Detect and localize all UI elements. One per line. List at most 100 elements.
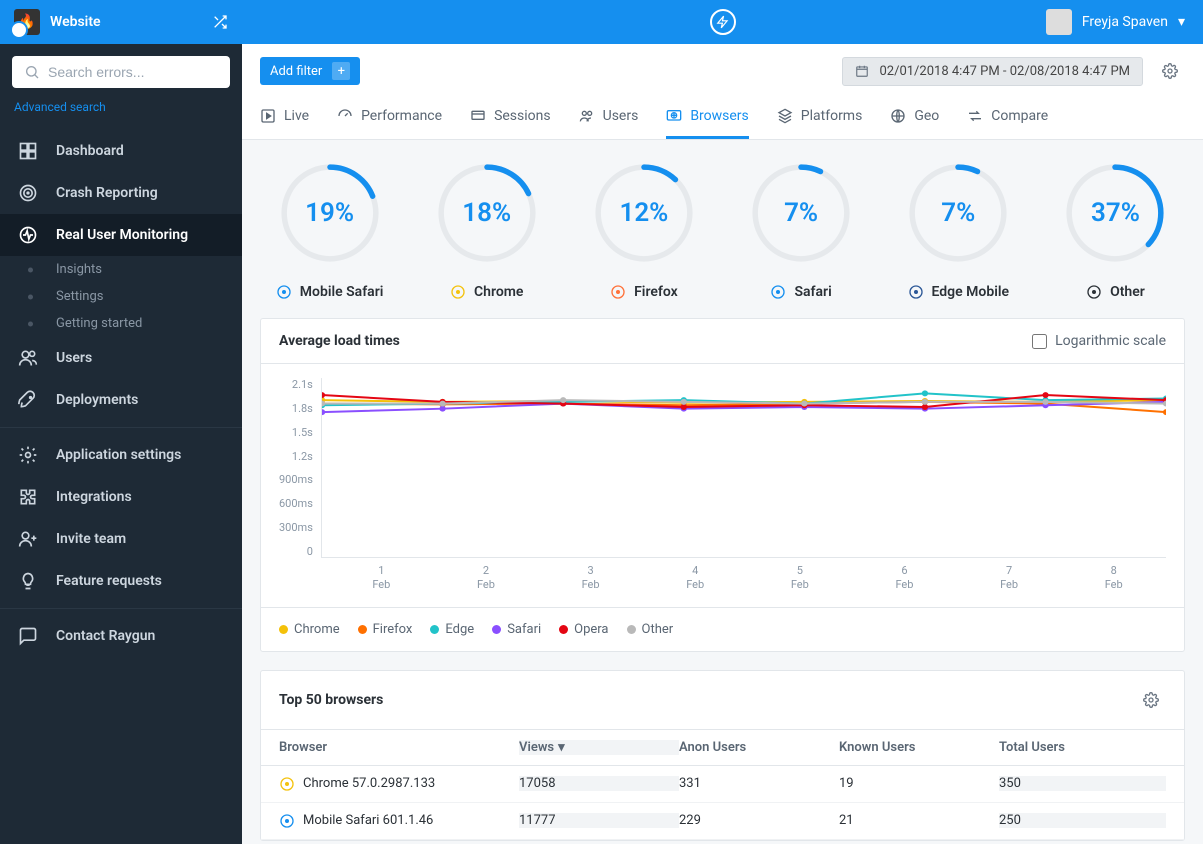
- cell-browser: Chrome 57.0.2987.133: [279, 776, 519, 792]
- sidebar-item-dashboard[interactable]: Dashboard: [0, 130, 242, 172]
- donut-label: Mobile Safari: [276, 284, 384, 300]
- date-range-picker[interactable]: 02/01/2018 4:47 PM - 02/08/2018 4:47 PM: [842, 57, 1143, 86]
- sidebar-item-integrations[interactable]: Integrations: [0, 476, 242, 518]
- plus-icon: +: [332, 62, 350, 80]
- search-input[interactable]: [48, 64, 229, 80]
- sidebar-item-label: Crash Reporting: [56, 185, 158, 201]
- sidebar-subitem-insights[interactable]: Insights: [0, 256, 242, 283]
- sidebar-item-application-settings[interactable]: Application settings: [0, 434, 242, 476]
- toolbar: Add filter + 02/01/2018 4:47 PM - 02/08/…: [242, 44, 1203, 140]
- table-col-browser[interactable]: Browser: [279, 740, 519, 755]
- sidebar-item-label: Contact Raygun: [56, 628, 155, 644]
- sidebar-item-feature-requests[interactable]: Feature requests: [0, 560, 242, 602]
- cell-known: 19: [839, 776, 999, 791]
- tab-sessions[interactable]: Sessions: [470, 100, 551, 139]
- tab-label: Browsers: [690, 108, 748, 124]
- cell-total: 350: [999, 776, 1166, 791]
- sidebar: 🔥 Website Advanced search Dashboard Crash…: [0, 0, 242, 844]
- log-scale-checkbox[interactable]: [1032, 334, 1047, 349]
- legend-item-other[interactable]: Other: [627, 622, 674, 637]
- browser-donuts: 19% Mobile Safari 18% Chrome 12% Firefox 7%Saf…: [260, 158, 1185, 300]
- table-col-views[interactable]: Views ▾: [519, 740, 679, 755]
- tab-performance[interactable]: Performance: [337, 100, 442, 139]
- legend-dot: [279, 625, 288, 634]
- legend-dot: [492, 625, 501, 634]
- top-browsers-table: BrowserViews ▾Anon UsersKnown UsersTotal…: [261, 730, 1184, 840]
- play-icon: [260, 108, 276, 124]
- sidebar-item-invite-team[interactable]: Invite team: [0, 518, 242, 560]
- cell-anon: 229: [679, 813, 839, 828]
- cell-views: 17058: [519, 776, 679, 791]
- legend-item-firefox[interactable]: Firefox: [358, 622, 413, 637]
- advanced-search-link[interactable]: Advanced search: [0, 100, 242, 124]
- sidebar-item-label: Users: [56, 350, 92, 366]
- legend-label: Firefox: [373, 622, 413, 637]
- donut-label: Edge Mobile: [908, 284, 1009, 300]
- bolt-icon: [710, 9, 736, 35]
- sidebar-header: 🔥 Website: [0, 0, 242, 44]
- user-menu[interactable]: Freyja Spaven ▾: [1046, 9, 1185, 35]
- table-header-row: BrowserViews ▾Anon UsersKnown UsersTotal…: [261, 730, 1184, 766]
- legend-item-safari[interactable]: Safari: [492, 622, 541, 637]
- add-filter-button[interactable]: Add filter +: [260, 57, 360, 85]
- chart-legend: Chrome Firefox Edge Safari Opera Other: [261, 607, 1184, 651]
- table-col-anon-users[interactable]: Anon Users: [679, 740, 839, 755]
- donut-pct: 18%: [432, 158, 542, 268]
- cell-known: 21: [839, 813, 999, 828]
- donut-edge-mobile: 7% Edge Mobile: [889, 158, 1028, 300]
- table-row[interactable]: Mobile Safari 601.1.461177722921250: [261, 803, 1184, 840]
- donut-pct: 7%: [746, 158, 856, 268]
- tab-live[interactable]: Live: [260, 100, 309, 139]
- table-col-total-users[interactable]: Total Users: [999, 740, 1166, 755]
- donut-label: Chrome: [450, 284, 523, 300]
- app-logo: 🔥: [14, 9, 40, 35]
- shuffle-icon[interactable]: [212, 14, 228, 30]
- tab-platforms[interactable]: Platforms: [777, 100, 863, 139]
- sidebar-item-real-user-monitoring[interactable]: Real User Monitoring: [0, 214, 242, 256]
- invite-icon: [18, 529, 38, 549]
- log-scale-label: Logarithmic scale: [1055, 333, 1166, 349]
- sidebar-item-label: Integrations: [56, 489, 132, 505]
- tab-geo[interactable]: Geo: [890, 100, 939, 139]
- toolbar-settings-button[interactable]: [1155, 56, 1185, 86]
- table-row[interactable]: Chrome 57.0.2987.1331705833119350: [261, 766, 1184, 803]
- sidebar-item-crash-reporting[interactable]: Crash Reporting: [0, 172, 242, 214]
- legend-item-chrome[interactable]: Chrome: [279, 622, 340, 637]
- legend-item-opera[interactable]: Opera: [559, 622, 608, 637]
- avatar: [1046, 9, 1072, 35]
- table-settings-button[interactable]: [1136, 685, 1166, 715]
- tab-users[interactable]: Users: [579, 100, 639, 139]
- legend-dot: [559, 625, 568, 634]
- donut-safari: 7%Safari: [732, 158, 871, 300]
- browser-icon: [770, 284, 786, 300]
- chat-icon: [18, 626, 38, 646]
- chevron-down-icon: ▾: [1178, 14, 1185, 30]
- donut-pct: 12%: [589, 158, 699, 268]
- donut-other: 37%Other: [1046, 158, 1185, 300]
- search-input-wrap[interactable]: [12, 56, 230, 88]
- chart-plot-area: [321, 378, 1166, 558]
- sidebar-item-deployments[interactable]: Deployments: [0, 379, 242, 421]
- tab-browsers[interactable]: Browsers: [666, 100, 748, 139]
- topbar: Freyja Spaven ▾: [242, 0, 1203, 44]
- donut-ring: 7%: [903, 158, 1013, 268]
- browser-icon: [1086, 284, 1102, 300]
- sidebar-item-label: Invite team: [56, 531, 126, 547]
- legend-item-edge[interactable]: Edge: [430, 622, 474, 637]
- donut-pct: 19%: [275, 158, 385, 268]
- table-col-known-users[interactable]: Known Users: [839, 740, 999, 755]
- sidebar-subitem-settings[interactable]: Settings: [0, 283, 242, 310]
- tab-label: Platforms: [801, 108, 863, 124]
- donut-label: Firefox: [610, 284, 678, 300]
- cell-anon: 331: [679, 776, 839, 791]
- sidebar-item-users[interactable]: Users: [0, 337, 242, 379]
- tab-label: Users: [603, 108, 639, 124]
- tab-label: Compare: [991, 108, 1048, 124]
- sidebar-subitem-getting-started[interactable]: Getting started: [0, 310, 242, 337]
- geo-icon: [890, 108, 906, 124]
- puzzle-icon: [18, 487, 38, 507]
- target-icon: [18, 183, 38, 203]
- calendar-icon: [855, 64, 869, 78]
- tab-compare[interactable]: Compare: [967, 100, 1048, 139]
- sidebar-item-contact-raygun[interactable]: Contact Raygun: [0, 615, 242, 657]
